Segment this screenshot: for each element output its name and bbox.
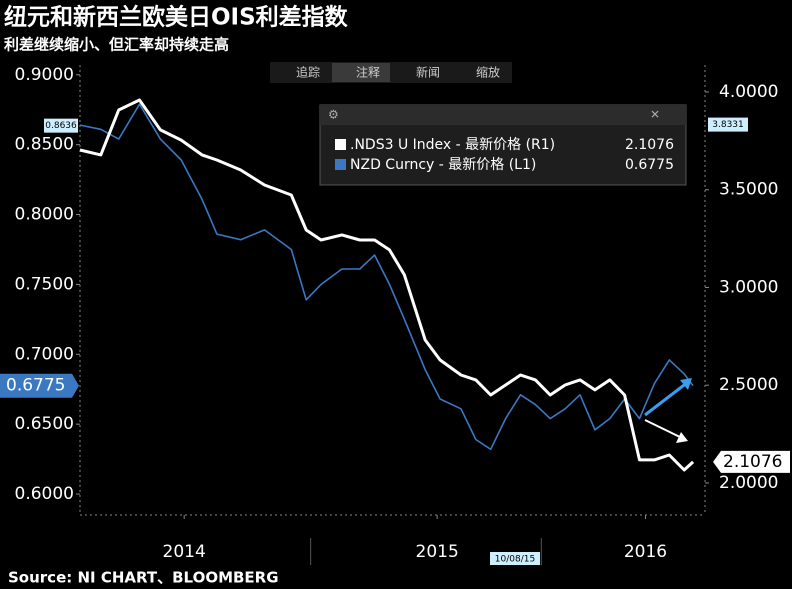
last-value-flag — [713, 450, 790, 473]
last-value-label: 2.1076 — [723, 452, 782, 472]
legend: ⚙ ✕ — [319, 104, 687, 186]
toolbar-label: 缩放 — [476, 65, 500, 80]
plot-area — [79, 98, 695, 472]
last-value-label: 0.6775 — [6, 376, 65, 396]
legend-label: .NDS3 U Index - 最新价格 (R1) — [350, 137, 555, 153]
arrow-head — [676, 432, 688, 443]
legend-swatch — [335, 159, 346, 170]
arrow-up — [644, 380, 689, 417]
toolbar-bg — [270, 62, 512, 83]
x-tick-label: 2015 — [416, 542, 459, 562]
chart-title: 纽元和新西兰欧美日OIS利差指数 — [4, 4, 349, 31]
y-tick-label: 0.9000 — [15, 65, 74, 85]
y2-tick-label: 3.0000 — [719, 277, 778, 297]
source: Source: NI CHART、BLOOMBERG — [8, 569, 279, 587]
crosshair-label: 3.8331 — [712, 120, 744, 130]
legend-gear[interactable]: ⚙ — [328, 108, 339, 122]
y2-tick-label: 4.0000 — [719, 82, 778, 102]
toolbar: 追踪 注释 新闻 缩放 — [270, 62, 512, 83]
crosshair-flag — [44, 118, 78, 133]
x-tick-label: 2016 — [624, 542, 667, 562]
y2-tick-label: 2.5000 — [719, 375, 778, 395]
y2-tick-label: 3.5000 — [719, 180, 778, 200]
crosshair-flag — [708, 117, 748, 132]
legend-swatch — [335, 139, 346, 150]
y-tick-label: 0.7000 — [15, 344, 74, 364]
toolbar-label: 新闻 — [416, 65, 440, 80]
arrow-head — [680, 378, 692, 390]
crosshair-date-flag — [490, 552, 540, 565]
series-line — [79, 103, 694, 451]
legend-label: NZD Curncy - 最新价格 (L1) — [350, 157, 536, 173]
x-tick-label: 2014 — [163, 542, 206, 562]
y-tick-label: 0.6000 — [15, 484, 74, 504]
toolbar-button[interactable] — [332, 63, 390, 82]
toolbar-button[interactable] — [272, 63, 330, 82]
y-tick-label: 0.8500 — [15, 135, 74, 155]
toolbar-button[interactable] — [392, 63, 450, 82]
legend-close[interactable]: ✕ — [650, 108, 660, 122]
legend-items: .NDS3 U Index - 最新价格 (R1) 2.1076 NZD Curnc… — [335, 137, 674, 173]
y-tick-label: 0.6500 — [15, 414, 74, 434]
toolbar-label: 注释 — [356, 65, 380, 80]
series-line — [79, 98, 695, 472]
last-value-flag — [0, 373, 79, 398]
legend-value: 0.6775 — [625, 157, 674, 173]
crosshair-label: 0.8636 — [45, 121, 77, 131]
legend-header — [320, 105, 686, 125]
toolbar-button[interactable] — [452, 63, 510, 82]
toolbar-label: 追踪 — [296, 65, 320, 80]
legend-value: 2.1076 — [625, 137, 674, 153]
crosshair-date: 10/08/15 — [495, 555, 535, 565]
y-tick-label: 0.7500 — [15, 274, 74, 294]
y-tick-label: 0.8000 — [15, 205, 74, 225]
y2-tick-label: 2.0000 — [719, 473, 778, 493]
arrow-down — [644, 419, 683, 439]
chart-subtitle: 利差继续缩小、但汇率却持续走高 — [4, 36, 229, 54]
